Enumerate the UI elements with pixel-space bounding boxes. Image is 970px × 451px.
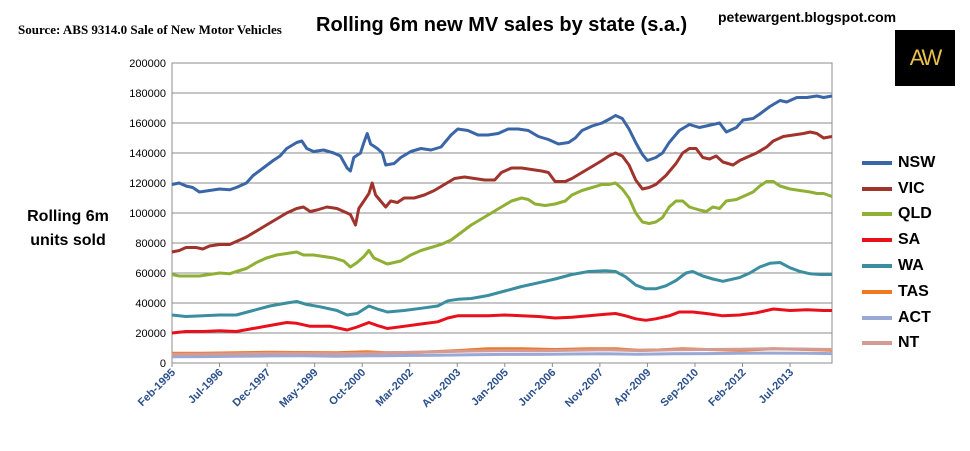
x-tick-label: Dec-1997 <box>231 367 274 410</box>
chart-title: Rolling 6m new MV sales by state (s.a.) <box>316 14 688 36</box>
legend-swatch <box>862 186 892 191</box>
x-tick-labels: Feb-1995 Jul-1996 Dec-1997 May-1999 Oct-2000… <box>136 367 796 411</box>
legend-item-qld: QLD <box>862 202 962 228</box>
x-tick-label: Feb-2012 <box>706 367 748 409</box>
legend: NSW VIC QLD SA WA TAS ACT NT <box>862 150 962 356</box>
legend-label: NT <box>898 334 920 352</box>
y-tick-labels: 0 20000 40000 60000 80000 100000 120000 140000 1… <box>129 58 166 370</box>
legend-item-nsw: NSW <box>862 150 962 176</box>
y-axis-label: Rolling 6m units sold <box>27 208 109 249</box>
y-tick-label: 0 <box>160 358 166 370</box>
series-line-nsw <box>171 94 833 194</box>
legend-item-sa: SA <box>862 227 962 253</box>
x-tick-label: May-1999 <box>277 367 321 411</box>
y-tick-label: 40000 <box>135 298 166 310</box>
y-tick-label: 80000 <box>135 238 166 250</box>
series-line-qld <box>171 180 833 278</box>
x-tick-label: Sep-2010 <box>658 367 701 410</box>
legend-swatch <box>862 315 892 320</box>
y-tick-label: 120000 <box>129 178 166 190</box>
x-tick-label: Nov-2007 <box>563 367 606 410</box>
series-line-wa <box>171 261 832 318</box>
legend-swatch <box>862 289 892 294</box>
legend-swatch <box>862 264 892 269</box>
legend-label: VIC <box>898 179 925 197</box>
y-tick-label: 160000 <box>129 118 166 130</box>
source-note: Source: ABS 9314.0 Sale of New Motor Veh… <box>18 22 282 37</box>
author-logo: AW <box>895 30 955 86</box>
legend-item-act: ACT <box>862 305 962 331</box>
x-tick-label: Apr-2009 <box>612 367 654 409</box>
legend-label: QLD <box>898 205 932 223</box>
y-tick-label: 100000 <box>129 208 166 220</box>
x-tick-label: Aug-2003 <box>420 367 464 411</box>
legend-label: NSW <box>898 153 936 171</box>
series-line-vic <box>171 130 833 254</box>
legend-item-wa: WA <box>862 253 962 279</box>
x-tick-label: Oct-2000 <box>327 367 368 408</box>
x-tick-label: Jul-1996 <box>186 367 226 407</box>
x-tick-label: Jul-2013 <box>757 367 797 407</box>
y-tick-label: 140000 <box>129 148 166 160</box>
legend-label: ACT <box>898 308 931 326</box>
legend-swatch <box>862 160 892 165</box>
series-lines <box>171 94 833 359</box>
legend-item-tas: TAS <box>862 279 962 305</box>
y-tick-label: 60000 <box>135 268 166 280</box>
x-tick-label: Jan-2005 <box>469 367 511 409</box>
legend-item-vic: VIC <box>862 176 962 202</box>
legend-label: WA <box>898 257 924 275</box>
y-tick-label: 20000 <box>135 328 166 340</box>
legend-label: SA <box>898 231 921 249</box>
series-line-sa <box>171 307 832 335</box>
y-tick-label: 180000 <box>129 88 166 100</box>
x-tick-label: Mar-2002 <box>374 367 416 409</box>
logo-text: AW <box>909 45 943 70</box>
legend-item-nt: NT <box>862 331 962 357</box>
legend-label: TAS <box>898 282 929 300</box>
series-line-act <box>171 351 833 359</box>
x-tick-label: Jun-2006 <box>516 367 558 409</box>
y-tick-label: 200000 <box>129 58 166 70</box>
series-line-nt <box>171 347 833 356</box>
gridlines <box>171 62 833 367</box>
blog-url[interactable]: petewargent.blogspot.com <box>718 9 897 25</box>
legend-swatch <box>862 341 892 346</box>
legend-swatch <box>862 212 892 217</box>
legend-swatch <box>862 238 892 243</box>
x-tick-label: Feb-1995 <box>136 367 178 409</box>
